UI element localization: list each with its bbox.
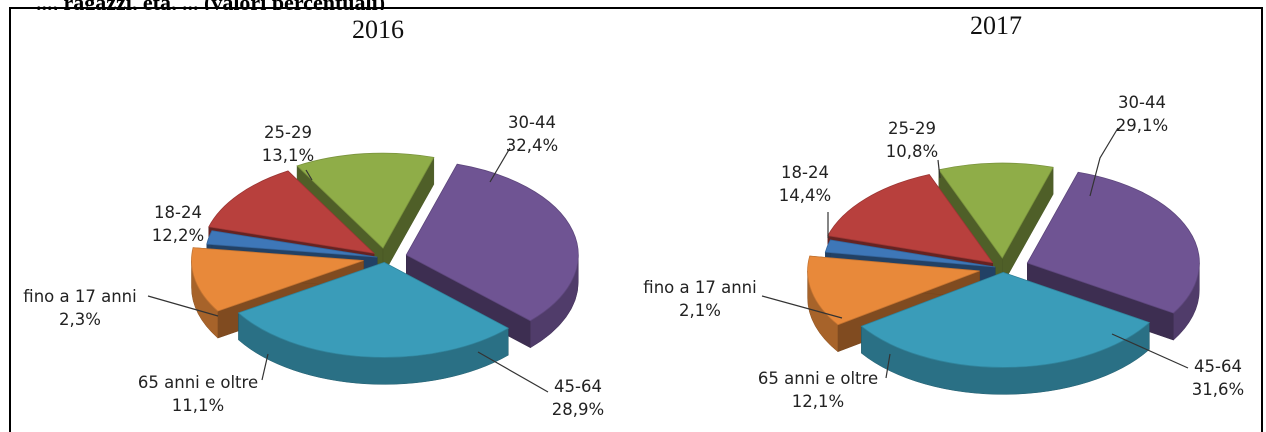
slice-label: 30-44 (1118, 93, 1166, 112)
label-fino-a-17-anni: fino a 17 anni 2,3% (23, 287, 219, 329)
slice-value: 28,9% (552, 400, 604, 419)
leader-line (147, 295, 219, 317)
slice-label: 30-44 (508, 113, 556, 132)
slice-45-64 (237, 261, 510, 385)
label-65-anni-e-oltre: 65 anni e oltre 11,1% (138, 353, 269, 415)
leader-line (489, 147, 511, 183)
slice-value: 12,1% (792, 392, 844, 411)
label-45-64: 45-64 28,9% (477, 351, 604, 419)
header-text: ..., ragazzi, età, ... (valori percentua… (36, 0, 385, 10)
leader-line (305, 169, 313, 181)
chart-title: 2016 (352, 15, 404, 44)
slice-label: 25-29 (264, 123, 312, 142)
slice-value: 31,6% (1192, 380, 1244, 399)
slice-label: 45-64 (554, 377, 602, 396)
label-25-29: 25-29 10,8% (886, 119, 941, 179)
label-30-44: 30-44 32,4% (489, 113, 558, 183)
pie-chart-2017: 2017 30-44 29,1% 45-64 31,6% 65 anni e oltre 1… (643, 11, 1244, 411)
slice-label: 45-64 (1194, 357, 1242, 376)
leader-line (937, 159, 941, 179)
chart-frame (9, 7, 1263, 432)
slice-label: 18-24 (781, 163, 829, 182)
label-30-44: 30-44 29,1% (1089, 93, 1168, 197)
label-25-29: 25-29 13,1% (262, 123, 314, 181)
leader-line (761, 295, 843, 319)
slice-value: 13,1% (262, 146, 314, 165)
slice-value: 32,4% (506, 136, 558, 155)
leader-line (261, 353, 269, 381)
label-18-24: 18-24 12,2% (152, 203, 204, 245)
slice-label: fino a 17 anni (643, 278, 756, 297)
slice-value: 12,2% (152, 226, 204, 245)
pie-chart-2016: 2016 30-44 32,4% 45-64 28,9% 65 anni e oltre 1… (23, 15, 604, 419)
slice-label: 18-24 (154, 203, 202, 222)
slice-value: 11,1% (172, 396, 224, 415)
leader-line (885, 353, 891, 379)
slice-value: 2,3% (59, 310, 101, 329)
slice-label: 65 anni e oltre (758, 369, 878, 388)
label-fino-a-17-anni: fino a 17 anni 2,1% (643, 278, 843, 320)
slice-value: 10,8% (886, 142, 938, 161)
slice-value: 29,1% (1116, 116, 1168, 135)
slice-label: 65 anni e oltre (138, 373, 258, 392)
slice-value: 14,4% (779, 186, 831, 205)
label-45-64: 45-64 31,6% (1111, 333, 1244, 399)
label-65-anni-e-oltre: 65 anni e oltre 12,1% (758, 353, 891, 411)
chart-title: 2017 (970, 11, 1022, 40)
slice-label: fino a 17 anni (23, 287, 136, 306)
slice-45-64 (860, 271, 1151, 395)
leader-line (477, 351, 549, 393)
label-18-24: 18-24 14,4% (779, 163, 831, 238)
leader-line (1089, 127, 1119, 197)
slice-value: 2,1% (679, 301, 721, 320)
leader-line (1111, 333, 1189, 369)
cropped-header-text: ..., ragazzi, età, ... (valori percentua… (0, 0, 1266, 10)
slice-label: 25-29 (888, 119, 936, 138)
